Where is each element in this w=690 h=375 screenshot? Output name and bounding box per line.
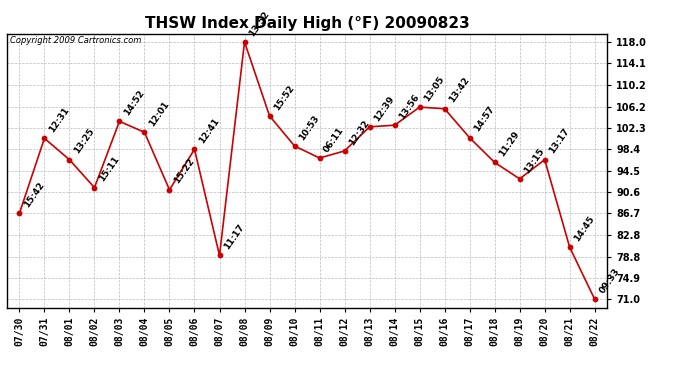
Point: [514, 176, 525, 182]
Point: [189, 146, 200, 152]
Text: 14:52: 14:52: [122, 88, 146, 117]
Text: 15:42: 15:42: [22, 180, 46, 209]
Text: 13:52: 13:52: [247, 9, 271, 38]
Text: 15:22: 15:22: [172, 157, 196, 186]
Text: 15:52: 15:52: [273, 83, 296, 112]
Point: [464, 135, 475, 141]
Point: [414, 104, 425, 110]
Point: [89, 184, 100, 190]
Point: [214, 252, 225, 258]
Point: [439, 106, 450, 112]
Text: 13:15: 13:15: [522, 146, 546, 175]
Point: [139, 129, 150, 135]
Point: [239, 39, 250, 45]
Text: 14:45: 14:45: [573, 214, 596, 243]
Point: [289, 143, 300, 149]
Text: 13:56: 13:56: [397, 92, 421, 121]
Point: [164, 187, 175, 193]
Point: [589, 296, 600, 302]
Point: [339, 148, 350, 154]
Point: [539, 157, 550, 163]
Text: 13:17: 13:17: [547, 127, 571, 156]
Text: Copyright 2009 Cartronics.com: Copyright 2009 Cartronics.com: [10, 36, 141, 45]
Text: 14:57: 14:57: [473, 105, 496, 134]
Text: 13:05: 13:05: [422, 75, 446, 103]
Point: [389, 122, 400, 128]
Text: 12:32: 12:32: [347, 118, 371, 147]
Text: 15:11: 15:11: [97, 155, 121, 183]
Text: 11:17: 11:17: [222, 223, 246, 251]
Text: 12:39: 12:39: [373, 94, 396, 123]
Point: [564, 244, 575, 250]
Text: 13:25: 13:25: [72, 127, 96, 156]
Text: 06:11: 06:11: [322, 125, 346, 154]
Point: [14, 210, 25, 216]
Point: [489, 159, 500, 165]
Point: [314, 155, 325, 161]
Text: 10:53: 10:53: [297, 113, 321, 142]
Text: 12:41: 12:41: [197, 116, 221, 145]
Text: 11:29: 11:29: [497, 129, 521, 158]
Text: 09:33: 09:33: [598, 267, 621, 295]
Title: THSW Index Daily High (°F) 20090823: THSW Index Daily High (°F) 20090823: [145, 16, 469, 31]
Point: [39, 135, 50, 141]
Point: [64, 157, 75, 163]
Text: 12:01: 12:01: [147, 100, 171, 128]
Point: [114, 118, 125, 124]
Point: [364, 124, 375, 130]
Text: 13:42: 13:42: [447, 76, 471, 105]
Point: [264, 113, 275, 119]
Text: 12:31: 12:31: [47, 105, 71, 134]
